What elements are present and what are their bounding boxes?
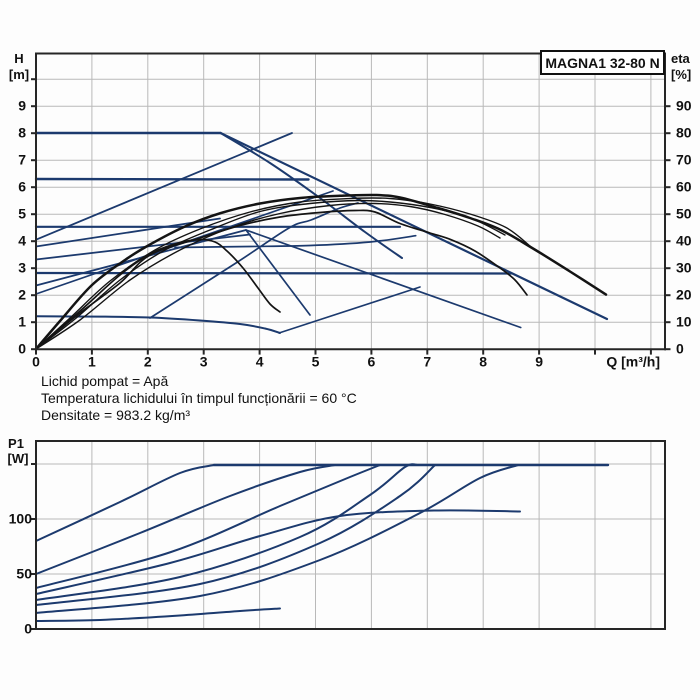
svg-text:2: 2 bbox=[18, 287, 26, 303]
svg-text:70: 70 bbox=[676, 152, 692, 168]
svg-text:Lichid pompat = Apă: Lichid pompat = Apă bbox=[41, 373, 168, 389]
svg-text:3: 3 bbox=[18, 260, 26, 276]
svg-text:9: 9 bbox=[535, 354, 543, 370]
svg-text:Temperatura lichidului în timp: Temperatura lichidului în timpul funcțio… bbox=[41, 390, 357, 406]
svg-text:0: 0 bbox=[24, 621, 32, 637]
svg-text:7: 7 bbox=[423, 354, 431, 370]
svg-text:50: 50 bbox=[16, 566, 32, 582]
svg-text:2: 2 bbox=[144, 354, 152, 370]
svg-text:Q [m³/h]: Q [m³/h] bbox=[606, 354, 660, 370]
svg-text:3: 3 bbox=[200, 354, 208, 370]
svg-text:eta: eta bbox=[671, 51, 691, 66]
svg-text:0: 0 bbox=[18, 341, 26, 357]
svg-text:10: 10 bbox=[676, 314, 692, 330]
svg-text:1: 1 bbox=[18, 314, 26, 330]
svg-text:4: 4 bbox=[256, 354, 264, 370]
svg-text:90: 90 bbox=[676, 98, 692, 114]
svg-text:0: 0 bbox=[676, 341, 684, 357]
svg-text:0: 0 bbox=[32, 354, 40, 370]
svg-text:6: 6 bbox=[368, 354, 376, 370]
svg-text:Densitate = 983.2 kg/m³: Densitate = 983.2 kg/m³ bbox=[41, 407, 190, 423]
svg-text:30: 30 bbox=[676, 260, 692, 276]
svg-text:[m]: [m] bbox=[9, 67, 29, 82]
svg-text:[W]: [W] bbox=[8, 451, 29, 466]
svg-text:P1: P1 bbox=[8, 436, 24, 451]
svg-text:50: 50 bbox=[676, 206, 692, 222]
svg-text:MAGNA1 32-80 N: MAGNA1 32-80 N bbox=[545, 55, 659, 71]
svg-text:80: 80 bbox=[676, 125, 692, 141]
svg-text:9: 9 bbox=[18, 98, 26, 114]
svg-text:6: 6 bbox=[18, 179, 26, 195]
svg-text:40: 40 bbox=[676, 233, 692, 249]
svg-text:8: 8 bbox=[18, 125, 26, 141]
svg-text:H: H bbox=[14, 51, 23, 66]
svg-text:8: 8 bbox=[479, 354, 487, 370]
svg-text:100: 100 bbox=[9, 511, 33, 527]
svg-text:20: 20 bbox=[676, 287, 692, 303]
svg-text:5: 5 bbox=[18, 206, 26, 222]
svg-text:4: 4 bbox=[18, 233, 26, 249]
svg-text:[%]: [%] bbox=[671, 67, 691, 82]
svg-text:60: 60 bbox=[676, 179, 692, 195]
svg-text:1: 1 bbox=[88, 354, 96, 370]
svg-text:7: 7 bbox=[18, 152, 26, 168]
svg-text:5: 5 bbox=[312, 354, 320, 370]
